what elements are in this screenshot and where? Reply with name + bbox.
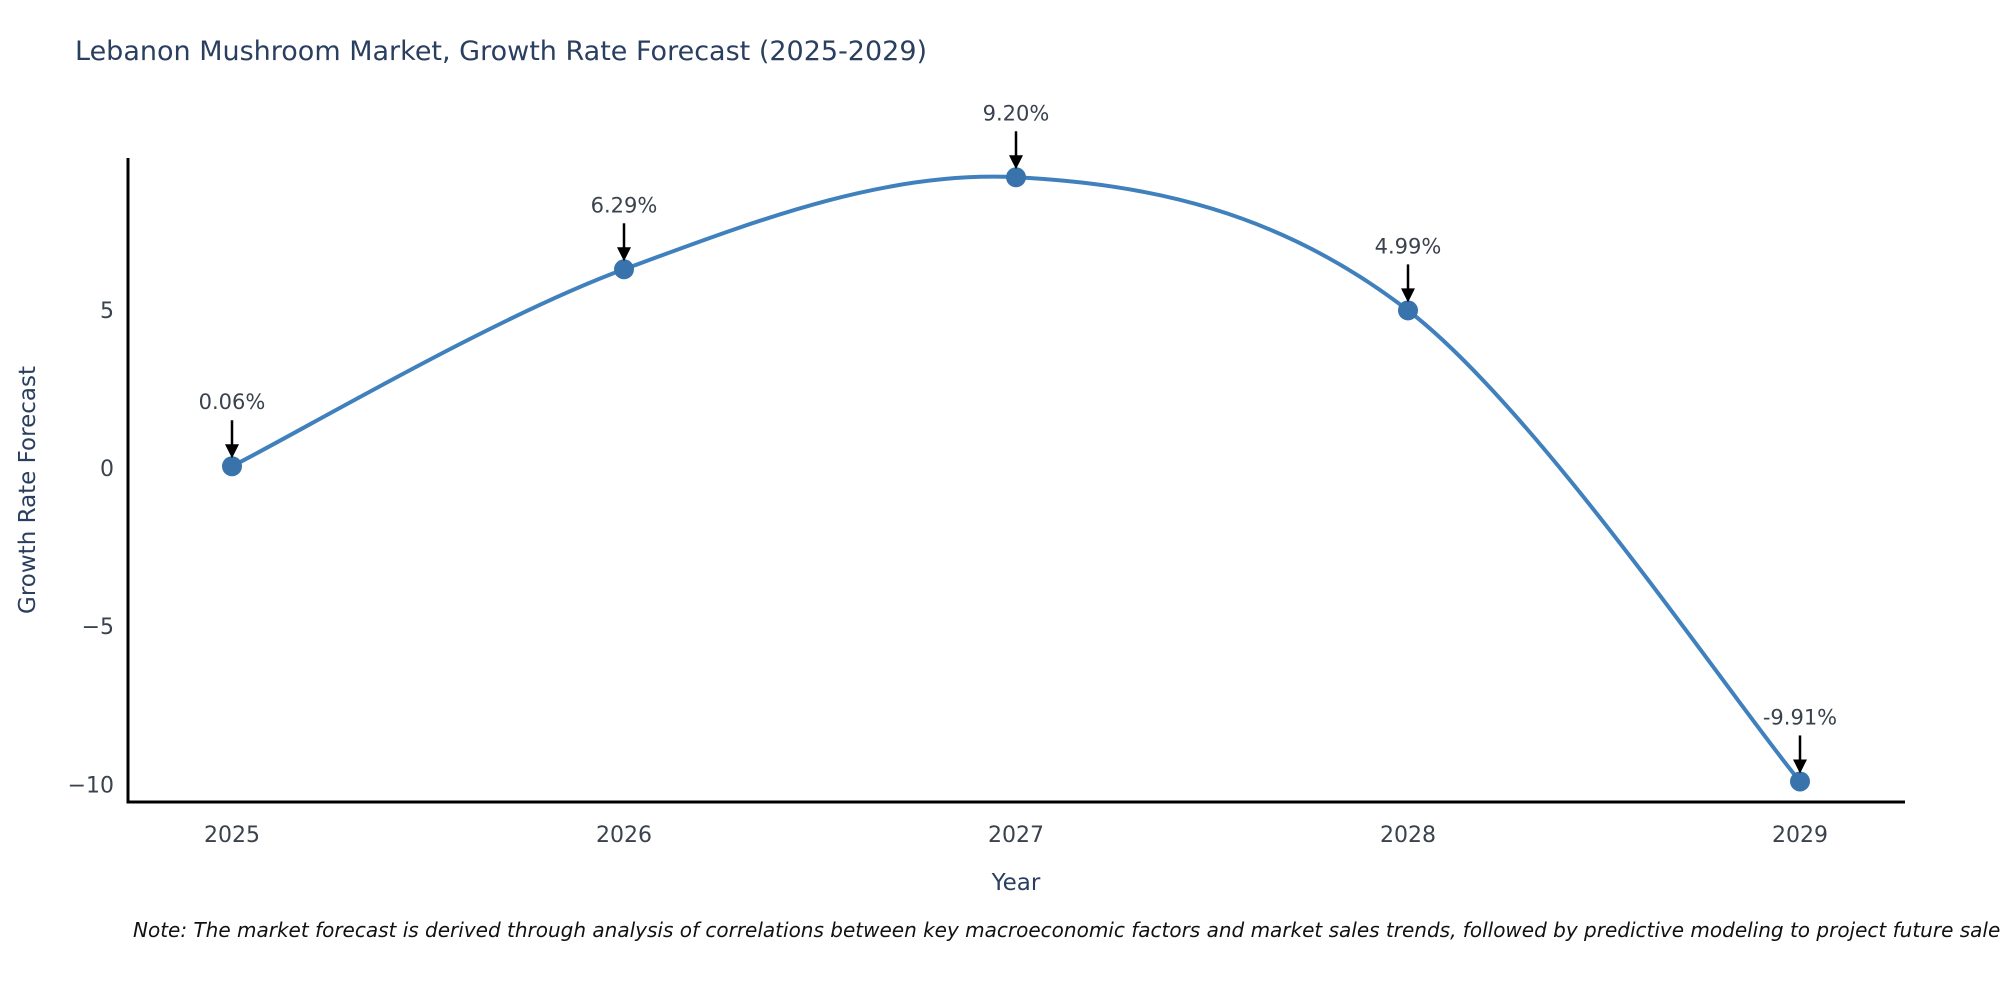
data-point-label: 9.20% [983, 101, 1050, 125]
annotation-arrowhead [1009, 155, 1023, 170]
data-point-marker [1790, 771, 1810, 792]
annotation-arrowhead [617, 247, 631, 262]
data-point-marker [222, 456, 242, 477]
data-point-label: 6.29% [591, 193, 658, 217]
data-point-marker [1006, 167, 1026, 188]
y-axis-title: Growth Rate Forecast [15, 366, 41, 614]
x-tick-label: 2027 [988, 823, 1044, 848]
x-tick-label: 2025 [204, 823, 260, 848]
x-tick-label: 2028 [1380, 823, 1436, 848]
x-tick-label: 2026 [596, 823, 652, 848]
data-point-label: -9.91% [1763, 705, 1837, 729]
data-point-marker [614, 259, 634, 280]
y-tick-label: 0 [100, 457, 114, 482]
data-point-label: 4.99% [1375, 234, 1442, 258]
annotation-arrowhead [1401, 288, 1415, 303]
y-tick-label: 5 [100, 299, 114, 324]
y-tick-label: −10 [68, 773, 114, 798]
x-tick-label: 2029 [1772, 823, 1828, 848]
forecast-line [230, 174, 1802, 784]
footnote: Note: The market forecast is derived thr… [133, 918, 2000, 942]
annotation-arrowhead [225, 444, 239, 459]
data-point-label: 0.06% [199, 390, 266, 414]
x-axis-title: Year [991, 870, 1041, 896]
y-tick-label: −5 [82, 615, 114, 640]
annotation-arrowhead [1793, 759, 1807, 774]
chart-title: Lebanon Mushroom Market, Growth Rate For… [75, 36, 928, 67]
data-point-marker [1398, 300, 1418, 321]
